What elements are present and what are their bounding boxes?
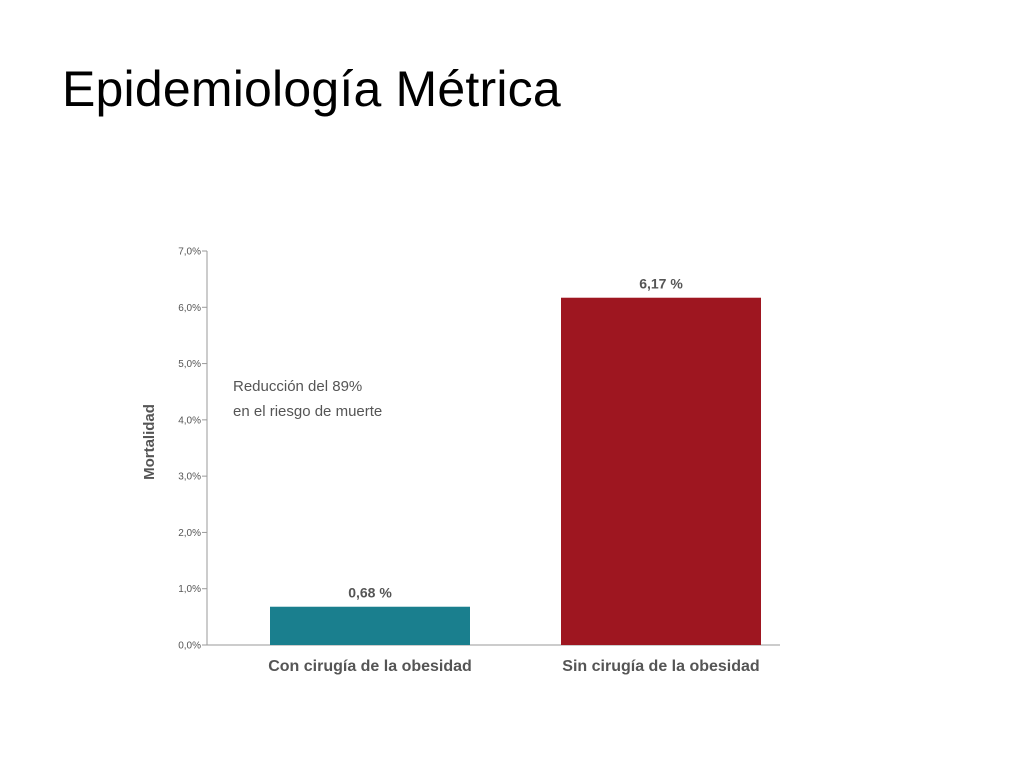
slide-title: Epidemiología Métrica [62,61,561,117]
y-tick-label: 3,0% [178,472,201,483]
annotation: Reducción del 89% en el riesgo de muerte [233,378,382,420]
bars [270,297,761,645]
y-tick-label: 4,0% [178,415,201,426]
x-axis: Con cirugía de la obesidad Sin cirugía de… [207,644,780,675]
y-tick-label: 5,0% [178,359,201,370]
x-category-label: Con cirugía de la obesidad [268,658,472,675]
y-tick-label: 7,0% [178,247,201,258]
bar [561,297,761,645]
y-axis-label: Mortalidad [141,404,158,480]
data-label: 0,68 % [348,585,392,601]
chart: 0,0% 1,0% 2,0% 3,0% 4,0% 5,0% 6,0% 7,0% Mortalid… [120,225,810,695]
chart-svg: 0,0% 1,0% 2,0% 3,0% 4,0% 5,0% 6,0% 7,0% Mortalid… [141,247,780,675]
y-tick-label: 6,0% [178,303,201,314]
annotation-line: en el riesgo de muerte [233,403,382,420]
x-category-label: Sin cirugía de la obesidad [562,658,759,675]
data-labels: 0,68 % 6,17 % [348,276,683,601]
bar [270,606,470,645]
annotation-line: Reducción del 89% [233,378,362,395]
data-label: 6,17 % [639,276,683,292]
y-axis: 0,0% 1,0% 2,0% 3,0% 4,0% 5,0% 6,0% 7,0% Mortalid… [141,247,208,652]
y-tick-label: 2,0% [178,528,201,539]
y-tick-label: 1,0% [178,584,201,595]
y-tick-label: 0,0% [178,641,201,652]
